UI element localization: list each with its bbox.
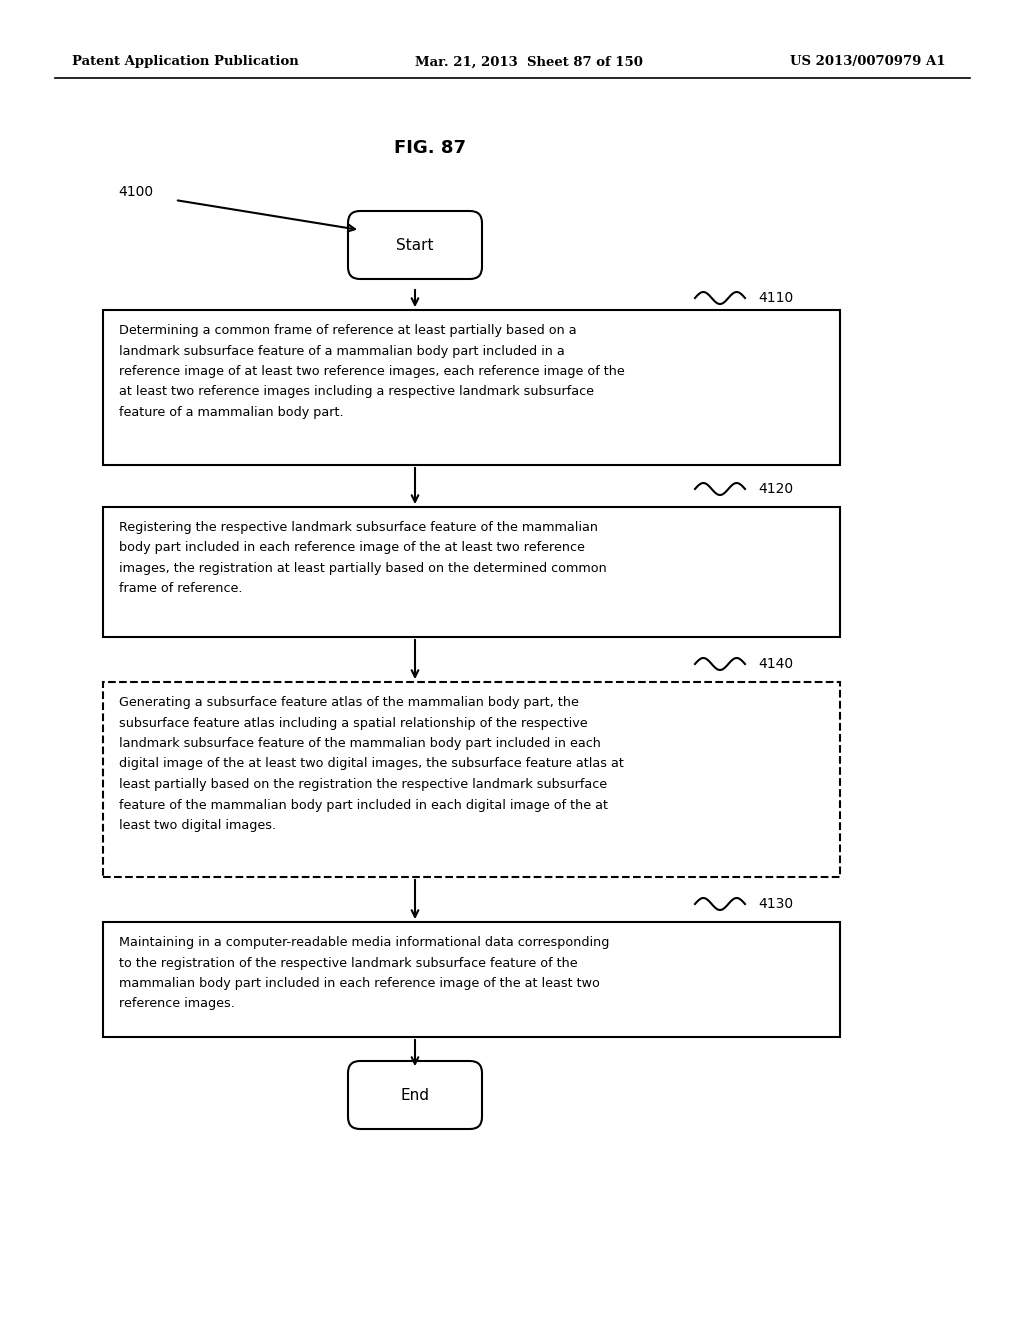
Text: Registering the respective landmark subsurface feature of the mammalian
body par: Registering the respective landmark subs… xyxy=(119,521,607,595)
Bar xyxy=(103,921,840,1038)
Text: Generating a subsurface feature atlas of the mammalian body part, the
subsurface: Generating a subsurface feature atlas of… xyxy=(119,696,624,832)
Text: 4130: 4130 xyxy=(758,898,794,911)
Bar xyxy=(103,310,840,465)
FancyBboxPatch shape xyxy=(348,211,482,279)
Bar xyxy=(103,507,840,638)
Text: FIG. 87: FIG. 87 xyxy=(394,139,466,157)
Text: Start: Start xyxy=(396,238,434,252)
Text: 4120: 4120 xyxy=(758,482,794,496)
Text: 4140: 4140 xyxy=(758,657,794,671)
Text: US 2013/0070979 A1: US 2013/0070979 A1 xyxy=(790,55,945,69)
Text: End: End xyxy=(400,1088,429,1102)
Text: Determining a common frame of reference at least partially based on a
landmark s: Determining a common frame of reference … xyxy=(119,323,625,418)
FancyBboxPatch shape xyxy=(348,1061,482,1129)
Text: 4110: 4110 xyxy=(758,290,794,305)
Text: Patent Application Publication: Patent Application Publication xyxy=(72,55,299,69)
Text: Maintaining in a computer-readable media informational data corresponding
to the: Maintaining in a computer-readable media… xyxy=(119,936,609,1011)
Bar xyxy=(103,682,840,876)
Text: Mar. 21, 2013  Sheet 87 of 150: Mar. 21, 2013 Sheet 87 of 150 xyxy=(415,55,643,69)
Text: 4100: 4100 xyxy=(118,185,154,199)
